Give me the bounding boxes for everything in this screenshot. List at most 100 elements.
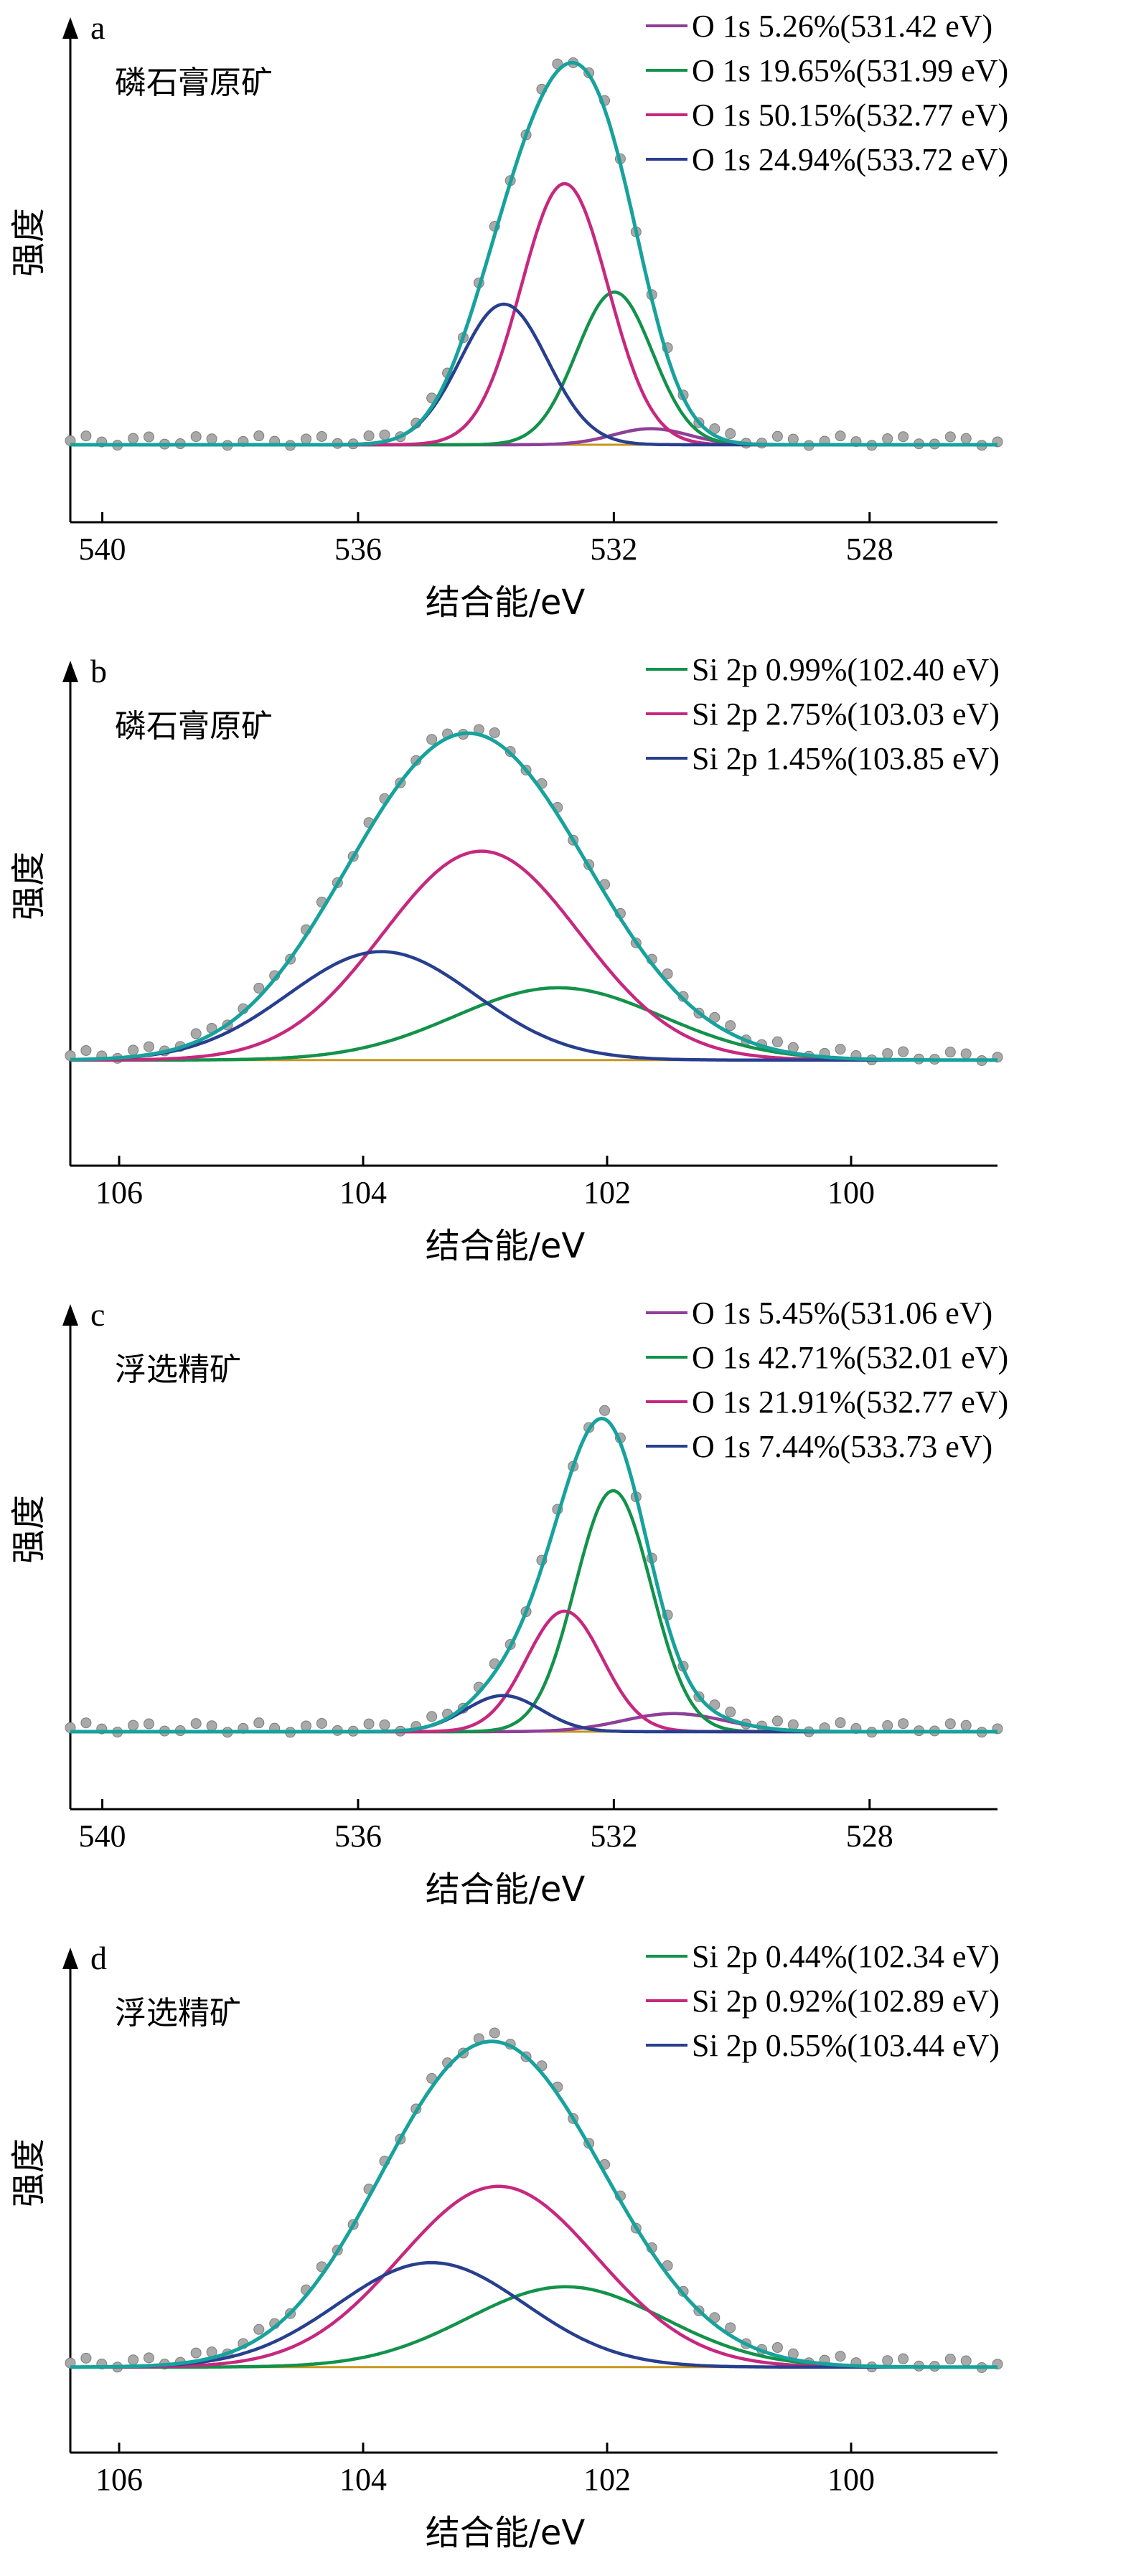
data-point bbox=[898, 2353, 909, 2364]
chart-panel-a: 540 536 532 528 结合能/eV 强度 a 磷石膏原矿 O 1s 5.26%(531… bbox=[0, 0, 1136, 643]
data-point bbox=[426, 734, 438, 745]
x-tick-label: 100 bbox=[827, 2462, 875, 2497]
x-tick-label: 532 bbox=[590, 532, 637, 567]
data-point bbox=[143, 431, 154, 443]
data-point bbox=[882, 1048, 893, 1060]
data-point bbox=[835, 430, 846, 442]
legend-label: Si 2p 2.75%(103.03 eV) bbox=[692, 697, 1000, 732]
peak-component-line bbox=[70, 2184, 997, 2369]
data-point bbox=[253, 983, 265, 994]
fit-envelope-line bbox=[70, 2039, 997, 2369]
x-tick-label: 106 bbox=[95, 1175, 143, 1210]
y-axis-arrow-icon bbox=[62, 1948, 78, 1969]
data-point bbox=[771, 2341, 783, 2353]
data-point bbox=[80, 1717, 92, 1729]
data-point bbox=[253, 1717, 265, 1729]
data-point bbox=[725, 1707, 736, 1718]
data-point bbox=[316, 430, 327, 442]
sample-label: 浮选精矿 bbox=[115, 1995, 241, 2032]
data-point bbox=[835, 1717, 846, 1729]
data-point bbox=[190, 2347, 202, 2359]
chart-panel-d: 106 104 102 100 结合能/eV 强度 d 浮选精矿 Si 2p 0.44%(102… bbox=[0, 1930, 1136, 2574]
data-point bbox=[725, 428, 736, 439]
sample-label: 浮选精矿 bbox=[115, 1351, 241, 1388]
legend-label: O 1s 7.44%(533.73 eV) bbox=[692, 1429, 992, 1464]
data-point bbox=[128, 433, 139, 444]
data-point bbox=[725, 1020, 736, 1032]
data-point bbox=[599, 1405, 611, 1416]
peak-component-line bbox=[70, 290, 997, 447]
data-point bbox=[835, 2351, 846, 2362]
legend-label: Si 2p 0.92%(102.89 eV) bbox=[692, 1983, 1000, 2019]
y-axis-title: 强度 bbox=[9, 2138, 49, 2207]
legend-label: O 1s 24.94%(533.72 eV) bbox=[692, 142, 1008, 177]
x-tick-label: 528 bbox=[846, 1818, 893, 1854]
peak-component-line bbox=[70, 950, 997, 1062]
data-point bbox=[489, 727, 500, 738]
peak-component-line bbox=[70, 2260, 997, 2369]
x-axis-title: 结合能/eV bbox=[426, 582, 586, 623]
panel-letter: d bbox=[90, 1940, 107, 1976]
data-point bbox=[960, 2355, 972, 2367]
data-point bbox=[944, 431, 956, 443]
x-tick-label: 106 bbox=[95, 2462, 143, 2497]
data-point bbox=[662, 968, 673, 980]
data-point bbox=[128, 2354, 139, 2366]
data-point bbox=[944, 2354, 956, 2365]
data-point bbox=[882, 2355, 893, 2367]
fit-envelope-line bbox=[70, 731, 997, 1062]
data-point bbox=[300, 1720, 311, 1732]
data-point bbox=[960, 1719, 972, 1731]
data-point bbox=[128, 1044, 139, 1056]
panel-letter: b bbox=[90, 653, 107, 689]
x-axis-title: 结合能/eV bbox=[426, 2513, 586, 2553]
data-point bbox=[206, 1720, 217, 1732]
legend-label: Si 2p 0.55%(103.44 eV) bbox=[692, 2028, 1000, 2063]
x-tick-label: 532 bbox=[590, 1818, 637, 1854]
peak-component-line bbox=[70, 181, 997, 447]
data-point bbox=[80, 1044, 92, 1056]
y-axis-arrow-icon bbox=[62, 1304, 78, 1326]
x-tick-label: 102 bbox=[583, 2462, 631, 2497]
legend-label: Si 2p 0.44%(102.34 eV) bbox=[692, 1939, 1000, 1974]
x-tick-label: 104 bbox=[339, 1175, 387, 1210]
data-point bbox=[379, 1719, 390, 1730]
data-point bbox=[143, 1718, 154, 1730]
data-point bbox=[190, 1718, 202, 1730]
legend-label: O 1s 5.26%(531.42 eV) bbox=[692, 9, 992, 44]
data-point bbox=[898, 431, 909, 443]
panel-letter: c bbox=[90, 1296, 105, 1333]
fit-envelope-line bbox=[70, 60, 997, 447]
legend-label: O 1s 21.91%(532.77 eV) bbox=[692, 1384, 1008, 1420]
data-point bbox=[882, 433, 893, 445]
legend-label: O 1s 5.45%(531.06 eV) bbox=[692, 1296, 992, 1331]
data-point bbox=[944, 1718, 956, 1730]
panel-letter: a bbox=[90, 9, 105, 46]
data-point bbox=[363, 1718, 375, 1730]
x-tick-label: 536 bbox=[334, 532, 382, 567]
data-point bbox=[253, 2323, 265, 2335]
data-point bbox=[489, 2027, 500, 2039]
data-point bbox=[960, 1048, 972, 1060]
y-axis-title: 强度 bbox=[9, 851, 49, 920]
data-point bbox=[363, 430, 375, 442]
sample-label: 磷石膏原矿 bbox=[115, 65, 273, 101]
data-point bbox=[253, 430, 265, 442]
y-axis-arrow-icon bbox=[62, 17, 78, 39]
legend-label: O 1s 19.65%(531.99 eV) bbox=[692, 53, 1008, 88]
fit-envelope-line bbox=[70, 1416, 997, 1734]
data-point bbox=[426, 1711, 438, 1722]
legend-label: Si 2p 0.99%(102.40 eV) bbox=[692, 652, 1000, 687]
data-point bbox=[300, 433, 311, 445]
data-point bbox=[80, 2352, 92, 2364]
data-point bbox=[725, 2322, 736, 2334]
x-axis-title: 结合能/eV bbox=[426, 1869, 586, 1910]
y-axis-title: 强度 bbox=[9, 208, 49, 277]
data-point bbox=[898, 1046, 909, 1057]
data-point bbox=[882, 1720, 893, 1732]
data-point bbox=[379, 429, 390, 440]
sample-label: 磷石膏原矿 bbox=[115, 708, 273, 745]
legend-label: O 1s 42.71%(532.01 eV) bbox=[692, 1340, 1008, 1375]
x-tick-label: 528 bbox=[846, 532, 893, 567]
